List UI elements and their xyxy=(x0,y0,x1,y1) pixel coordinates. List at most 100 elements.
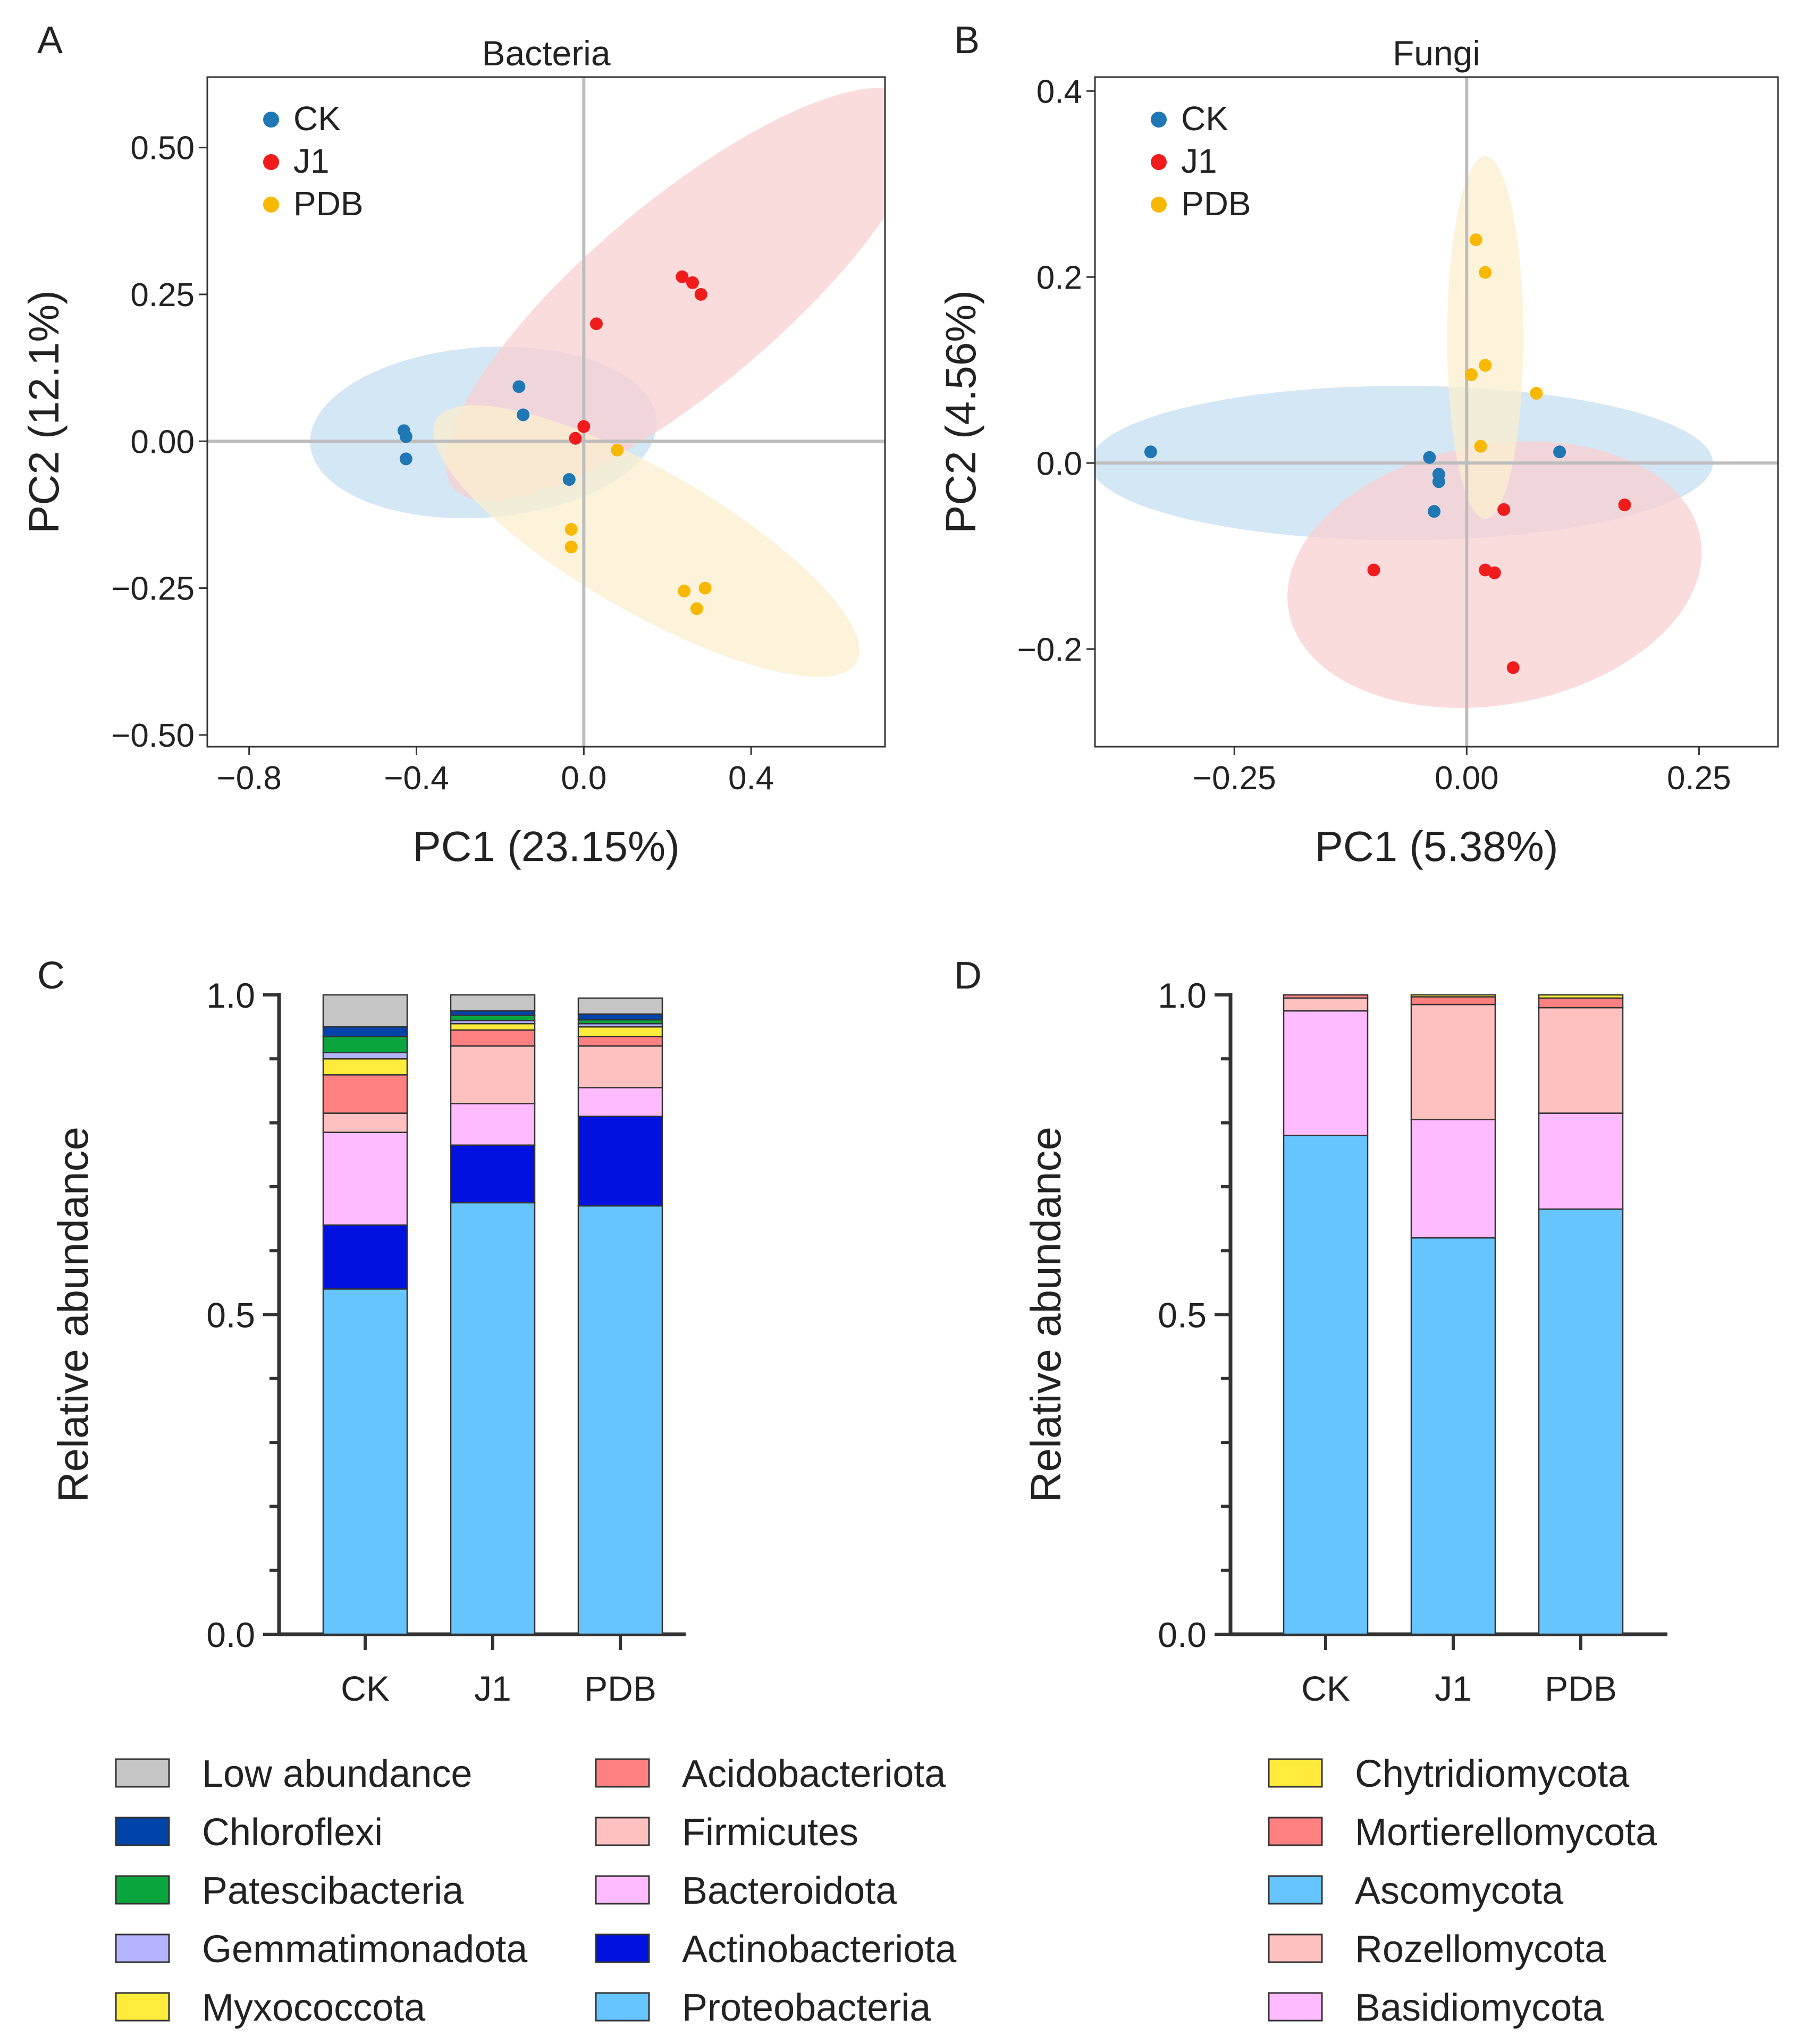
y-tick-label: 0.50 xyxy=(130,130,195,167)
bar-segment-myxococcota xyxy=(577,1026,663,1037)
bar-segment-myxococcota xyxy=(322,1058,408,1076)
bar-segment-proteobacteria xyxy=(322,1288,408,1635)
y-tick-label: −0.50 xyxy=(111,717,195,754)
y-axis-title: PC2 (12.1%) xyxy=(20,290,68,534)
y-tick-label: 0.0 xyxy=(1036,445,1082,482)
bar-segment-acidobacteriota xyxy=(577,1035,663,1047)
chart-title: Fungi xyxy=(1393,33,1480,73)
plot-area xyxy=(1095,77,1778,747)
point-pdb xyxy=(698,581,712,595)
x-tick-label: J1 xyxy=(474,1669,511,1708)
bar-segment-myxococcota xyxy=(450,1023,536,1031)
bar-segment-mortierellomycota xyxy=(1538,997,1624,1009)
point-ck xyxy=(1428,505,1441,518)
point-j1 xyxy=(589,317,603,331)
plot-frame xyxy=(1094,76,1779,748)
bar-segment-chytridiomycota xyxy=(1538,994,1624,999)
plot-area xyxy=(207,77,885,747)
legend-label-firmicutes: Firmicutes xyxy=(682,1811,858,1854)
y-axis-title: Relative abundance xyxy=(49,1127,97,1502)
legend-swatch-gemmatimonadota xyxy=(115,1933,170,1963)
scatter-chart-bacteria: −0.8 −0.4 0.0 0.4 −0.50 −0.25 0.00 0.25 0.50 Bact… xyxy=(20,33,886,870)
legend-label-pdb: PDB xyxy=(1181,184,1251,223)
bar-segment-ascomycota xyxy=(1410,1237,1496,1635)
chart-title: Bacteria xyxy=(482,33,610,73)
y-tick-label: 0.00 xyxy=(130,424,195,460)
y-tick-label: 0.0 xyxy=(1158,1615,1207,1654)
y-tick-label: 0.5 xyxy=(206,1296,255,1335)
bar-segment-low-abundance xyxy=(322,994,408,1028)
point-ck xyxy=(1423,451,1436,464)
legend-label-j1: J1 xyxy=(1181,142,1217,180)
legend-label-pdb: PDB xyxy=(293,184,364,223)
bar-segment-rozellomycota xyxy=(1283,997,1369,1012)
bar-chart-bacteria: 0.0 0.5 1.0 CK J1 PDB Relative abundance Low ab… xyxy=(49,976,957,2029)
point-j1 xyxy=(1488,566,1501,579)
legend-marker-j1 xyxy=(263,154,279,170)
bar-segment-basidiomycota xyxy=(1410,1119,1496,1239)
legend-label-mortierellomycota: Mortierellomycota xyxy=(1355,1811,1657,1854)
point-pdb xyxy=(1530,387,1543,400)
legend-swatch-bacteroidota xyxy=(595,1875,650,1905)
legend-swatch-rozellomycota xyxy=(1268,1933,1323,1963)
ellipse-j1 xyxy=(445,88,885,501)
bar-segment-ascomycota xyxy=(1538,1208,1624,1635)
point-pdb xyxy=(1465,368,1478,381)
panel-label-c: C xyxy=(37,955,65,997)
point-j1 xyxy=(577,420,591,433)
legend-swatch-mortierellomycota xyxy=(1268,1817,1323,1846)
bar-segment-mortierellomycota xyxy=(1410,996,1496,1006)
point-ck xyxy=(517,408,530,421)
point-pdb xyxy=(1469,233,1482,247)
bar-segment-actinobacteriota xyxy=(450,1144,536,1204)
point-ck xyxy=(512,380,526,393)
legend-label-proteobacteria: Proteobacteria xyxy=(682,1987,931,2029)
point-pdb xyxy=(1479,266,1492,279)
ellipse-pdb xyxy=(433,405,860,677)
bar-segment-rozellomycota xyxy=(1410,1003,1496,1120)
legend-marker-pdb xyxy=(1151,197,1167,213)
bar-segment-mortierellomycota xyxy=(1283,994,1369,999)
legend-label-chytridiomycota: Chytridiomycota xyxy=(1355,1753,1630,1795)
point-pdb xyxy=(564,523,578,536)
bar-segment-patescibacteria xyxy=(450,1015,536,1021)
y-tick-label: 1.0 xyxy=(206,976,255,1015)
legend-marker-ck xyxy=(263,112,279,128)
x-axis-title: PC1 (23.15%) xyxy=(412,823,679,870)
bar-segment-low-abundance xyxy=(577,997,663,1015)
point-ck xyxy=(399,430,412,443)
bar-segment-basidiomycota xyxy=(1538,1112,1624,1210)
bar-segment-gemmatimonadota xyxy=(322,1052,408,1060)
y-tick-label: 0.5 xyxy=(1158,1296,1207,1335)
legend-label-acidobacteriota: Acidobacteriota xyxy=(682,1753,946,1795)
legend-label-bacteroidota: Bacteroidota xyxy=(682,1870,897,1912)
legend-label-ck: CK xyxy=(293,99,341,138)
legend-label-actinobacteriota: Actinobacteriota xyxy=(682,1928,957,1971)
bar-segment-chloroflexi xyxy=(322,1026,408,1037)
bar-segment-bacteroidota xyxy=(450,1103,536,1146)
point-j1 xyxy=(676,270,689,283)
x-tick-label: 0.00 xyxy=(1435,760,1499,797)
legend-label-ck: CK xyxy=(1181,99,1228,138)
x-tick-label: 0.0 xyxy=(561,760,606,797)
point-pdb xyxy=(564,540,578,554)
legend-label-myxococcota: Myxococcota xyxy=(202,1987,426,2029)
legend-label-basidiomycota: Basidiomycota xyxy=(1355,1987,1604,2029)
y-tick-label: 1.0 xyxy=(1158,976,1207,1015)
point-ck xyxy=(1553,445,1566,459)
y-axis-title: Relative abundance xyxy=(1022,1127,1069,1502)
plot-frame xyxy=(206,76,886,748)
bar-segment-proteobacteria xyxy=(577,1205,663,1635)
bar-chart-fungi: 0.0 0.5 1.0 CK J1 PDB Relative abundance Chytri… xyxy=(1022,976,1667,2029)
legend-marker-pdb xyxy=(263,197,279,213)
legend-label-gemmatimonadota: Gemmatimonadota xyxy=(202,1928,528,1971)
bar-segment-bacteroidota xyxy=(577,1087,663,1117)
point-pdb xyxy=(1479,359,1492,372)
legend-marker-j1 xyxy=(1151,154,1167,170)
point-pdb xyxy=(611,443,624,457)
bar-segment-basidiomycota xyxy=(1283,1010,1369,1136)
y-tick-label: 0.25 xyxy=(130,277,195,314)
legend-marker-ck xyxy=(1151,112,1167,128)
y-tick-label: −0.2 xyxy=(1017,631,1082,668)
